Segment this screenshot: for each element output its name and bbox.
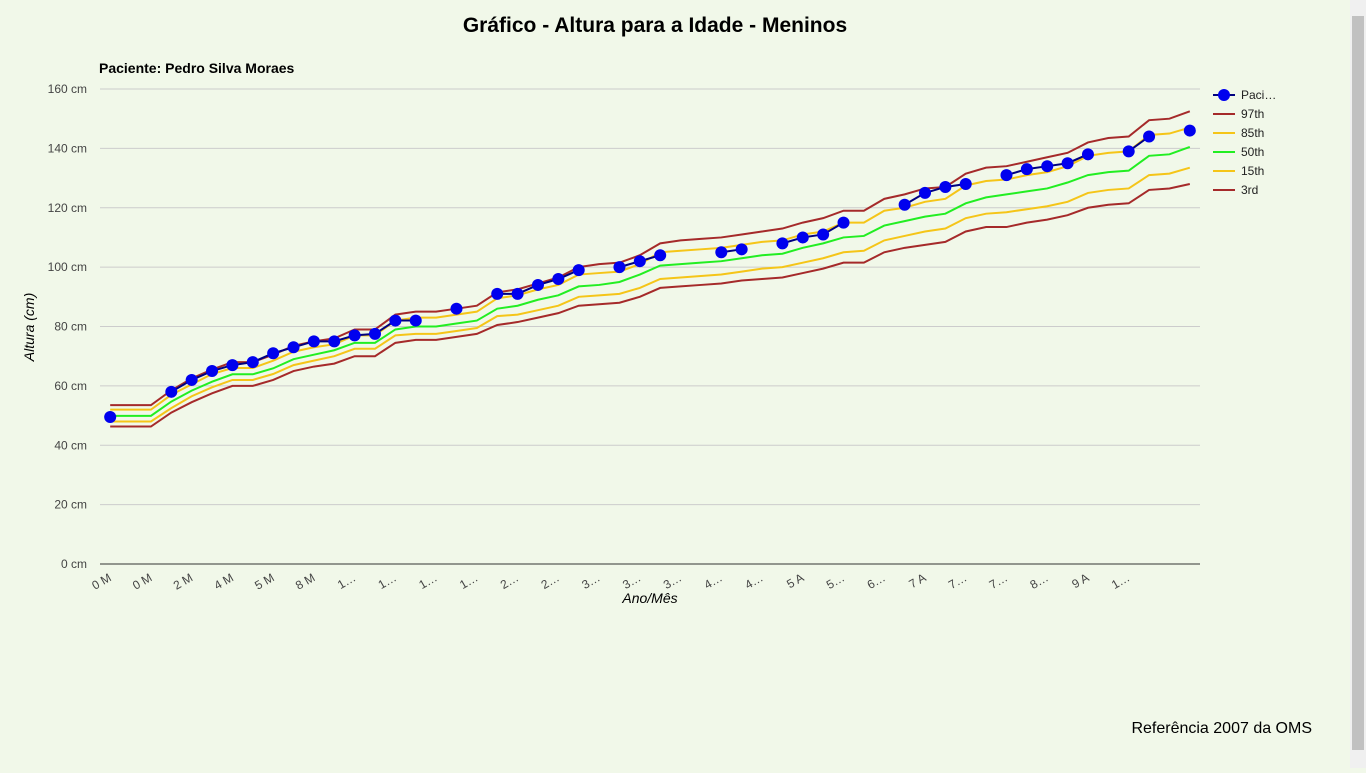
data-point	[1081, 148, 1094, 161]
scrollbar-thumb[interactable]	[1352, 16, 1364, 750]
series-line	[110, 166, 1191, 423]
data-point	[226, 359, 239, 372]
y-tick-label: 0 cm	[61, 557, 87, 571]
data-point	[1183, 124, 1196, 137]
data-point	[715, 246, 728, 259]
y-tick-label: 80 cm	[54, 320, 87, 334]
data-point	[348, 329, 361, 342]
data-point	[613, 261, 626, 274]
data-point	[328, 335, 341, 348]
data-point	[369, 327, 381, 340]
y-axis-title: Altura (cm)	[21, 293, 37, 362]
data-point	[104, 411, 117, 424]
legend-label: 3rd	[1241, 183, 1258, 197]
series-line	[110, 183, 1191, 428]
y-tick-label: 40 cm	[54, 438, 87, 452]
data-point	[307, 335, 320, 348]
data-point	[939, 180, 952, 193]
data-point	[389, 314, 402, 327]
legend-label: 97th	[1241, 107, 1264, 121]
data-point	[1020, 163, 1033, 176]
data-point	[450, 302, 463, 315]
y-tick-label: 60 cm	[54, 379, 87, 393]
legend-marker	[1218, 89, 1230, 101]
data-point	[776, 237, 789, 250]
annotation: Referência 2007 da OMS	[1131, 720, 1312, 737]
x-axis-title: Ano/Mês	[621, 590, 677, 606]
data-point	[959, 178, 972, 190]
data-point	[206, 365, 219, 378]
chart-title: Gráfico - Altura para a Idade - Meninos	[463, 14, 847, 37]
data-point	[552, 273, 565, 285]
data-point	[817, 228, 830, 241]
data-point	[1061, 157, 1074, 170]
data-point	[735, 243, 748, 256]
data-point	[654, 249, 667, 262]
data-point	[267, 347, 280, 360]
y-tick-label: 20 cm	[54, 498, 87, 512]
data-point	[409, 314, 422, 327]
data-point	[165, 385, 178, 398]
data-point	[1000, 169, 1013, 182]
legend-label: 50th	[1241, 145, 1264, 159]
data-point	[491, 287, 504, 300]
data-point	[1143, 130, 1156, 143]
data-point	[531, 278, 544, 291]
data-point	[185, 373, 198, 386]
y-tick-label: 160 cm	[48, 82, 87, 96]
chart-subtitle: Paciente: Pedro Silva Moraes	[99, 60, 295, 76]
data-point	[633, 255, 646, 268]
data-point	[572, 264, 585, 277]
y-tick-label: 120 cm	[48, 201, 87, 215]
data-point	[837, 216, 850, 229]
legend-label: Paci…	[1241, 88, 1276, 102]
data-point	[919, 186, 931, 199]
y-tick-label: 100 cm	[48, 260, 87, 274]
data-point	[796, 231, 809, 244]
data-point	[287, 341, 300, 354]
data-point	[1122, 145, 1135, 158]
data-point	[1041, 160, 1054, 173]
series-line	[110, 145, 1191, 417]
legend-label: 85th	[1241, 126, 1264, 140]
data-point	[898, 198, 911, 211]
y-tick-label: 140 cm	[48, 141, 87, 155]
data-point	[246, 356, 259, 369]
legend-label: 15th	[1241, 164, 1264, 178]
data-point	[511, 287, 524, 300]
